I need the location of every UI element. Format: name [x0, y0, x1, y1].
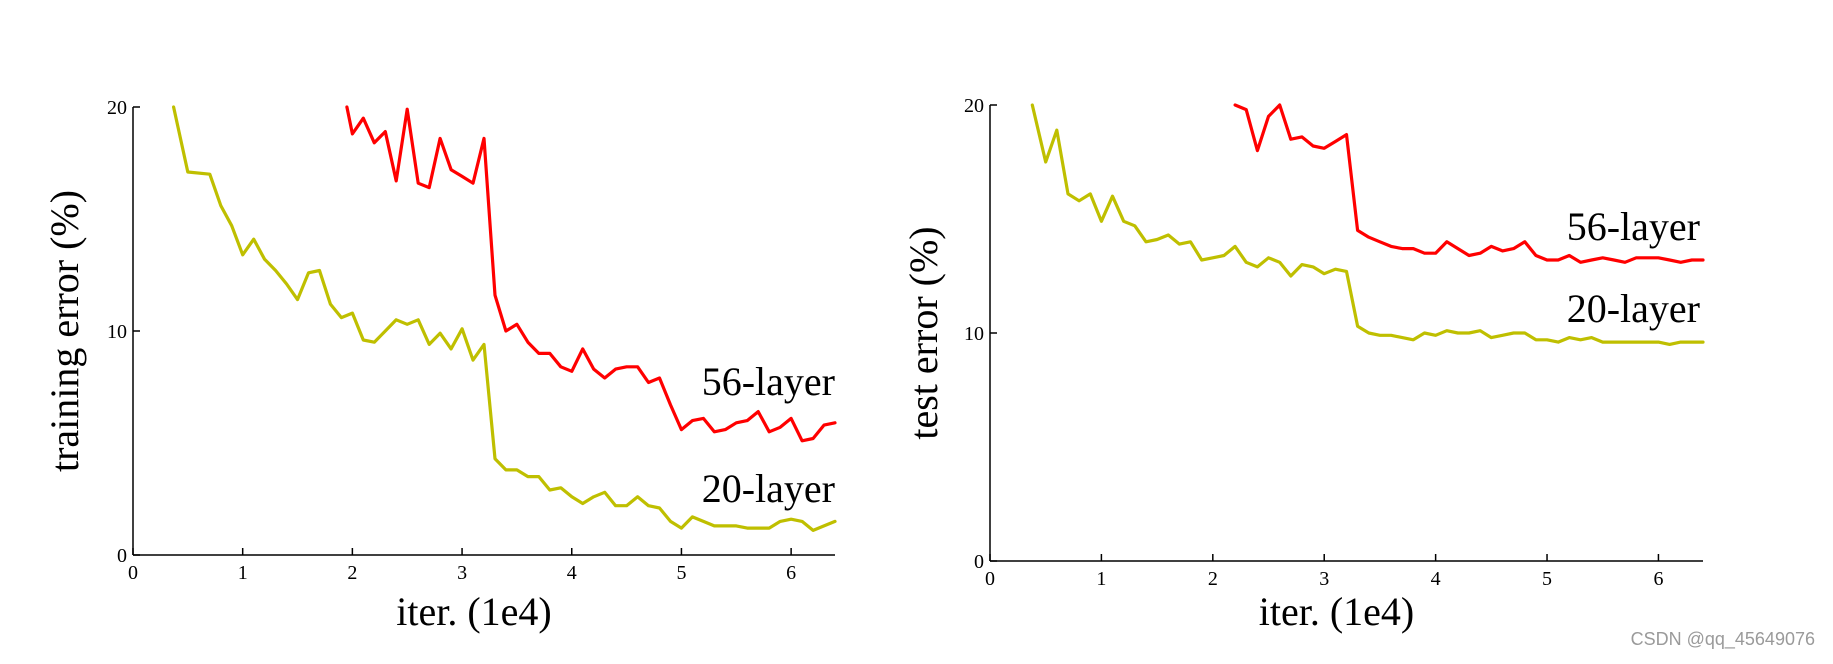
chart-1-x-tick-label: 4 — [567, 562, 577, 584]
chart-1-x-tick-label: 6 — [786, 562, 796, 584]
chart-1-x-tick-label: 0 — [128, 562, 138, 584]
chart-2-y-tick-label: 10 — [964, 323, 984, 345]
chart-2-series-label-56-layer: 56-layer — [1567, 204, 1700, 249]
chart-1-series-label-20-layer: 20-layer — [702, 466, 835, 511]
chart-1-x-axis-label: iter. (1e4) — [396, 589, 552, 634]
chart-1-y-tick-label: 10 — [107, 321, 127, 343]
chart-2-x-axis-label: iter. (1e4) — [1259, 589, 1415, 634]
chart-2-x-tick-label: 1 — [1096, 568, 1106, 590]
chart-1-x-tick-label: 5 — [676, 562, 686, 584]
chart-1-x-tick-label: 1 — [238, 562, 248, 584]
chart-2-x-tick-label: 5 — [1542, 568, 1552, 590]
chart-2-series-label-20-layer: 20-layer — [1567, 286, 1700, 331]
chart-2-series-line-56-layer — [1233, 103, 1705, 264]
chart-2-x-tick-label: 0 — [985, 568, 995, 590]
chart-1-x-tick-label: 2 — [347, 562, 357, 584]
chart-1-y-tick-label: 0 — [117, 545, 127, 567]
chart-2-series-line-20-layer — [1030, 103, 1705, 346]
chart-1-x-tick-label: 3 — [457, 562, 467, 584]
chart-1-y-tick-label: 20 — [107, 97, 127, 119]
chart-2-x-tick-label: 6 — [1653, 568, 1663, 590]
chart-2-y-tick-label: 20 — [964, 95, 984, 117]
chart-2-y-axis-label: test error (%) — [901, 226, 946, 439]
chart-1-series-line-20-layer — [172, 105, 837, 533]
chart-1-series-label-56-layer: 56-layer — [702, 359, 835, 404]
chart-2-x-tick-label: 3 — [1319, 568, 1329, 590]
chart-2-x-tick-label: 2 — [1208, 568, 1218, 590]
chart-1-series-line-56-layer — [345, 105, 837, 443]
chart-2-x-tick-label: 4 — [1431, 568, 1441, 590]
chart-1-y-axis-label: training error (%) — [42, 190, 87, 472]
chart-2-y-tick-label: 0 — [974, 551, 984, 573]
watermark-text: CSDN @qq_45649076 — [1630, 629, 1815, 649]
